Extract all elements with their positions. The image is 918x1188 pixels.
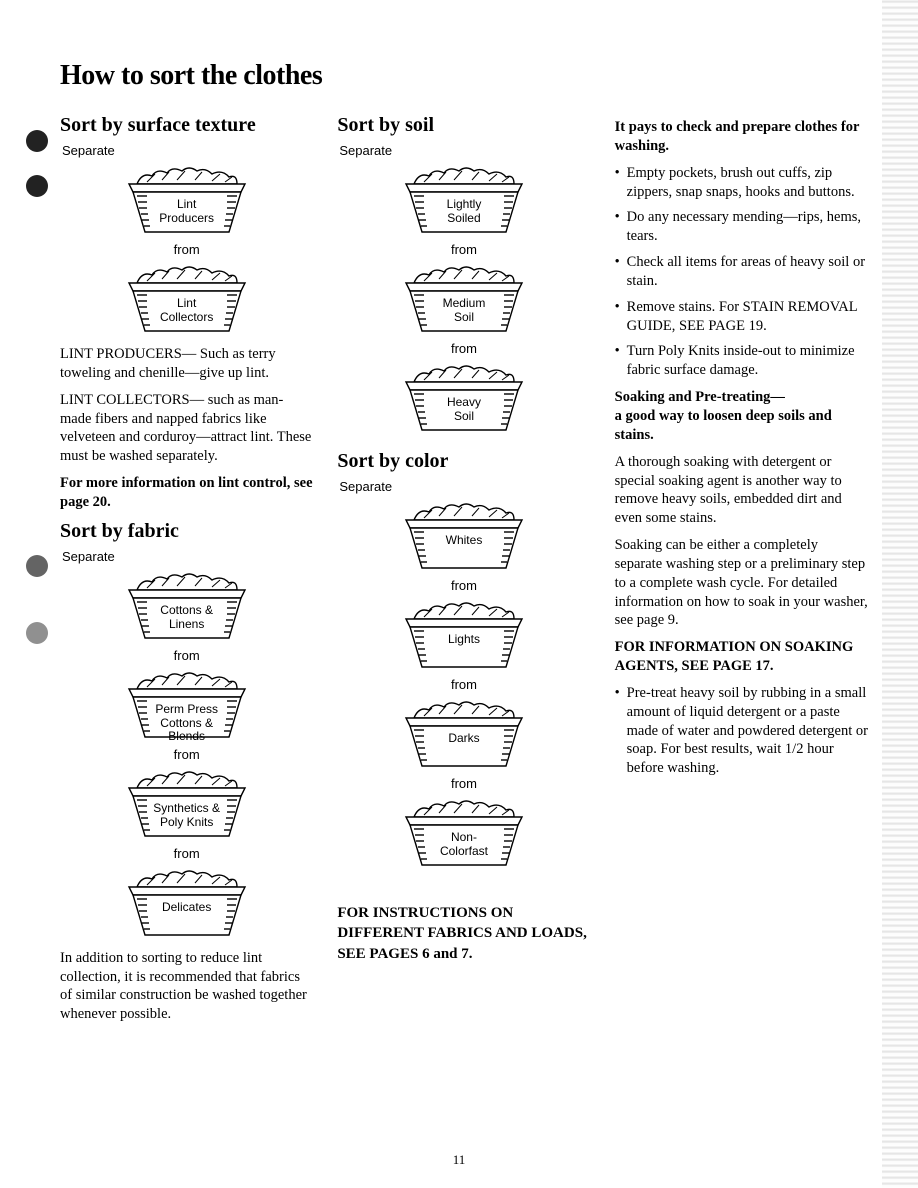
from-label: from xyxy=(174,747,200,762)
paragraph: Soaking can be either a completely separ… xyxy=(615,536,868,630)
basket-label: Whites xyxy=(394,534,534,548)
paragraph: LINT COLLECTORS— such as man-made fibers… xyxy=(60,391,313,466)
heading-caps: FOR INFORMATION ON SOAKING AGENTS, SEE P… xyxy=(615,638,868,676)
laundry-basket-icon: Lights xyxy=(394,597,534,671)
page-number: 11 xyxy=(0,1152,918,1168)
section-title-fabric: Sort by fabric xyxy=(60,520,313,543)
paragraph: In addition to sorting to reduce lint co… xyxy=(60,949,313,1024)
content-columns: Sort by surface texture Separate Lint Pr… xyxy=(60,110,868,1032)
basket-label: Delicates xyxy=(117,901,257,915)
laundry-basket-icon: Cottons & Linens xyxy=(117,568,257,642)
separate-label: Separate xyxy=(337,479,590,494)
basket-group-fabric: Cottons & Linens from Perm Press Cottons … xyxy=(60,566,313,941)
laundry-basket-icon: Perm Press Cottons & Blends xyxy=(117,667,257,741)
basket-group-soil: Lightly Soiled from Medium Soil from xyxy=(337,160,590,436)
section-title-color: Sort by color xyxy=(337,450,590,473)
laundry-basket-icon: Lightly Soiled xyxy=(394,162,534,236)
basket-label: Lightly Soiled xyxy=(394,198,534,226)
basket-group-texture: Lint Producers from Lint Collectors xyxy=(60,160,313,337)
binder-hole xyxy=(26,555,48,577)
separate-label: Separate xyxy=(60,143,313,158)
basket-label: Non- Colorfast xyxy=(394,831,534,859)
separate-label: Separate xyxy=(337,143,590,158)
laundry-basket-icon: Medium Soil xyxy=(394,261,534,335)
basket-label: Synthetics & Poly Knits xyxy=(117,802,257,830)
bullet-list: Empty pockets, brush out cuffs, zip zipp… xyxy=(615,164,868,380)
heading: It pays to check and prepare clothes for… xyxy=(615,118,868,156)
laundry-basket-icon: Synthetics & Poly Knits xyxy=(117,766,257,840)
from-label: from xyxy=(174,242,200,257)
basket-label: Lights xyxy=(394,633,534,647)
section-title-soil: Sort by soil xyxy=(337,114,590,137)
laundry-basket-icon: Whites xyxy=(394,498,534,572)
laundry-basket-icon: Darks xyxy=(394,696,534,770)
paragraph-bold: For more information on lint control, se… xyxy=(60,474,313,512)
bullet-item: Pre-treat heavy soil by rubbing in a sma… xyxy=(615,684,868,778)
binder-hole xyxy=(26,130,48,152)
basket-label: Lint Producers xyxy=(117,198,257,226)
bullet-item: Empty pockets, brush out cuffs, zip zipp… xyxy=(615,164,868,202)
binder-hole xyxy=(26,622,48,644)
basket-label: Heavy Soil xyxy=(394,396,534,424)
laundry-basket-icon: Lint Producers xyxy=(117,162,257,236)
bullet-item: Do any necessary mending—rips, hems, tea… xyxy=(615,208,868,246)
bullet-item: Remove stains. For STAIN REMOVAL GUIDE, … xyxy=(615,298,868,336)
column-3: It pays to check and prepare clothes for… xyxy=(615,110,868,1032)
from-label: from xyxy=(451,242,477,257)
from-label: from xyxy=(174,846,200,861)
from-label: from xyxy=(451,677,477,692)
column-2: Sort by soil Separate Lightly Soiled from xyxy=(337,110,590,1032)
heading: Soaking and Pre-treating— a good way to … xyxy=(615,388,868,445)
basket-label: Lint Collectors xyxy=(117,297,257,325)
from-label: from xyxy=(451,776,477,791)
basket-label: Medium Soil xyxy=(394,297,534,325)
laundry-basket-icon: Lint Collectors xyxy=(117,261,257,335)
basket-label: Cottons & Linens xyxy=(117,604,257,632)
paragraph: LINT PRODUCERS— Such as terry toweling a… xyxy=(60,345,313,383)
paragraph: A thorough soaking with detergent or spe… xyxy=(615,453,868,528)
footer-note: FOR INSTRUCTIONS ON DIFFERENT FABRICS AN… xyxy=(337,903,590,964)
binder-hole xyxy=(26,175,48,197)
laundry-basket-icon: Delicates xyxy=(117,865,257,939)
basket-group-color: Whites from Lights from xyxy=(337,496,590,871)
laundry-basket-icon: Non- Colorfast xyxy=(394,795,534,869)
from-label: from xyxy=(451,341,477,356)
from-label: from xyxy=(451,578,477,593)
bullet-item: Turn Poly Knits inside-out to minimize f… xyxy=(615,342,868,380)
page-title: How to sort the clothes xyxy=(60,60,868,92)
from-label: from xyxy=(174,648,200,663)
scan-artifact-right xyxy=(882,0,918,1188)
section-title-texture: Sort by surface texture xyxy=(60,114,313,137)
laundry-basket-icon: Heavy Soil xyxy=(394,360,534,434)
column-1: Sort by surface texture Separate Lint Pr… xyxy=(60,110,313,1032)
separate-label: Separate xyxy=(60,549,313,564)
bullet-item: Check all items for areas of heavy soil … xyxy=(615,253,868,291)
basket-label: Darks xyxy=(394,732,534,746)
basket-label: Perm Press Cottons & Blends xyxy=(117,703,257,744)
